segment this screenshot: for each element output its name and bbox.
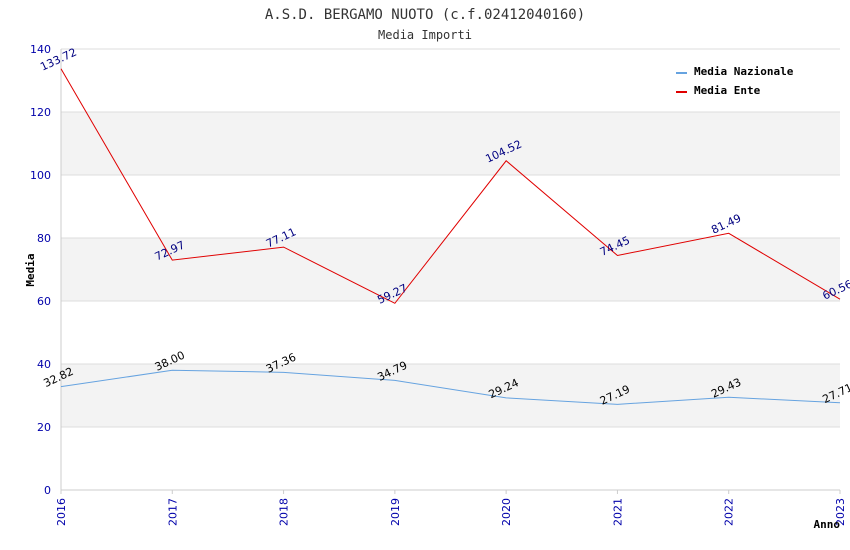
x-tick-label: 2018 xyxy=(278,498,291,526)
grid-band xyxy=(61,112,840,175)
y-tick-label: 60 xyxy=(37,295,51,308)
legend-label-nazionale: Media Nazionale xyxy=(694,65,794,78)
grid-lines xyxy=(61,48,840,491)
legend-item-ente: Media Ente xyxy=(676,84,761,97)
x-tick-label: 2020 xyxy=(500,498,513,526)
series-line-0 xyxy=(60,369,841,405)
grid-band xyxy=(61,364,840,427)
y-tick-label: 0 xyxy=(44,484,51,497)
y-tick-label: 20 xyxy=(37,421,51,434)
series-lines xyxy=(60,68,841,405)
data-label: 81.49 xyxy=(709,212,743,237)
legend-item-nazionale: Media Nazionale xyxy=(676,65,794,78)
y-tick-label: 140 xyxy=(30,43,51,56)
x-tick-label: 2022 xyxy=(723,498,736,526)
x-tick-label: 2021 xyxy=(611,498,624,526)
y-axis-label: Media xyxy=(24,253,37,286)
legend-label-ente: Media Ente xyxy=(694,84,761,97)
y-tick-label: 120 xyxy=(30,106,51,119)
x-tick-label: 2023 xyxy=(834,498,847,526)
series-line-1 xyxy=(60,68,841,304)
y-tick-label: 100 xyxy=(30,169,51,182)
y-tick-label: 80 xyxy=(37,232,51,245)
legend: Media Nazionale Media Ente xyxy=(676,65,794,97)
x-tick-label: 2019 xyxy=(389,498,402,526)
chart-title: A.S.D. BERGAMO NUOTO (c.f.02412040160) xyxy=(265,7,585,23)
x-tick-label: 2017 xyxy=(166,498,179,526)
x-tick-label: 2016 xyxy=(55,498,68,526)
grid-bands xyxy=(61,112,840,427)
y-tick-label: 40 xyxy=(37,358,51,371)
grid-band xyxy=(61,238,840,301)
chart-subtitle: Media Importi xyxy=(378,28,472,42)
y-tick-labels: 0 20 40 60 80 100 120 140 xyxy=(30,43,51,497)
x-tick-labels: 2016 2017 2018 2019 2020 2021 2022 2023 xyxy=(55,490,847,526)
axes xyxy=(60,49,840,491)
x-axis-label: Anno xyxy=(814,518,841,531)
